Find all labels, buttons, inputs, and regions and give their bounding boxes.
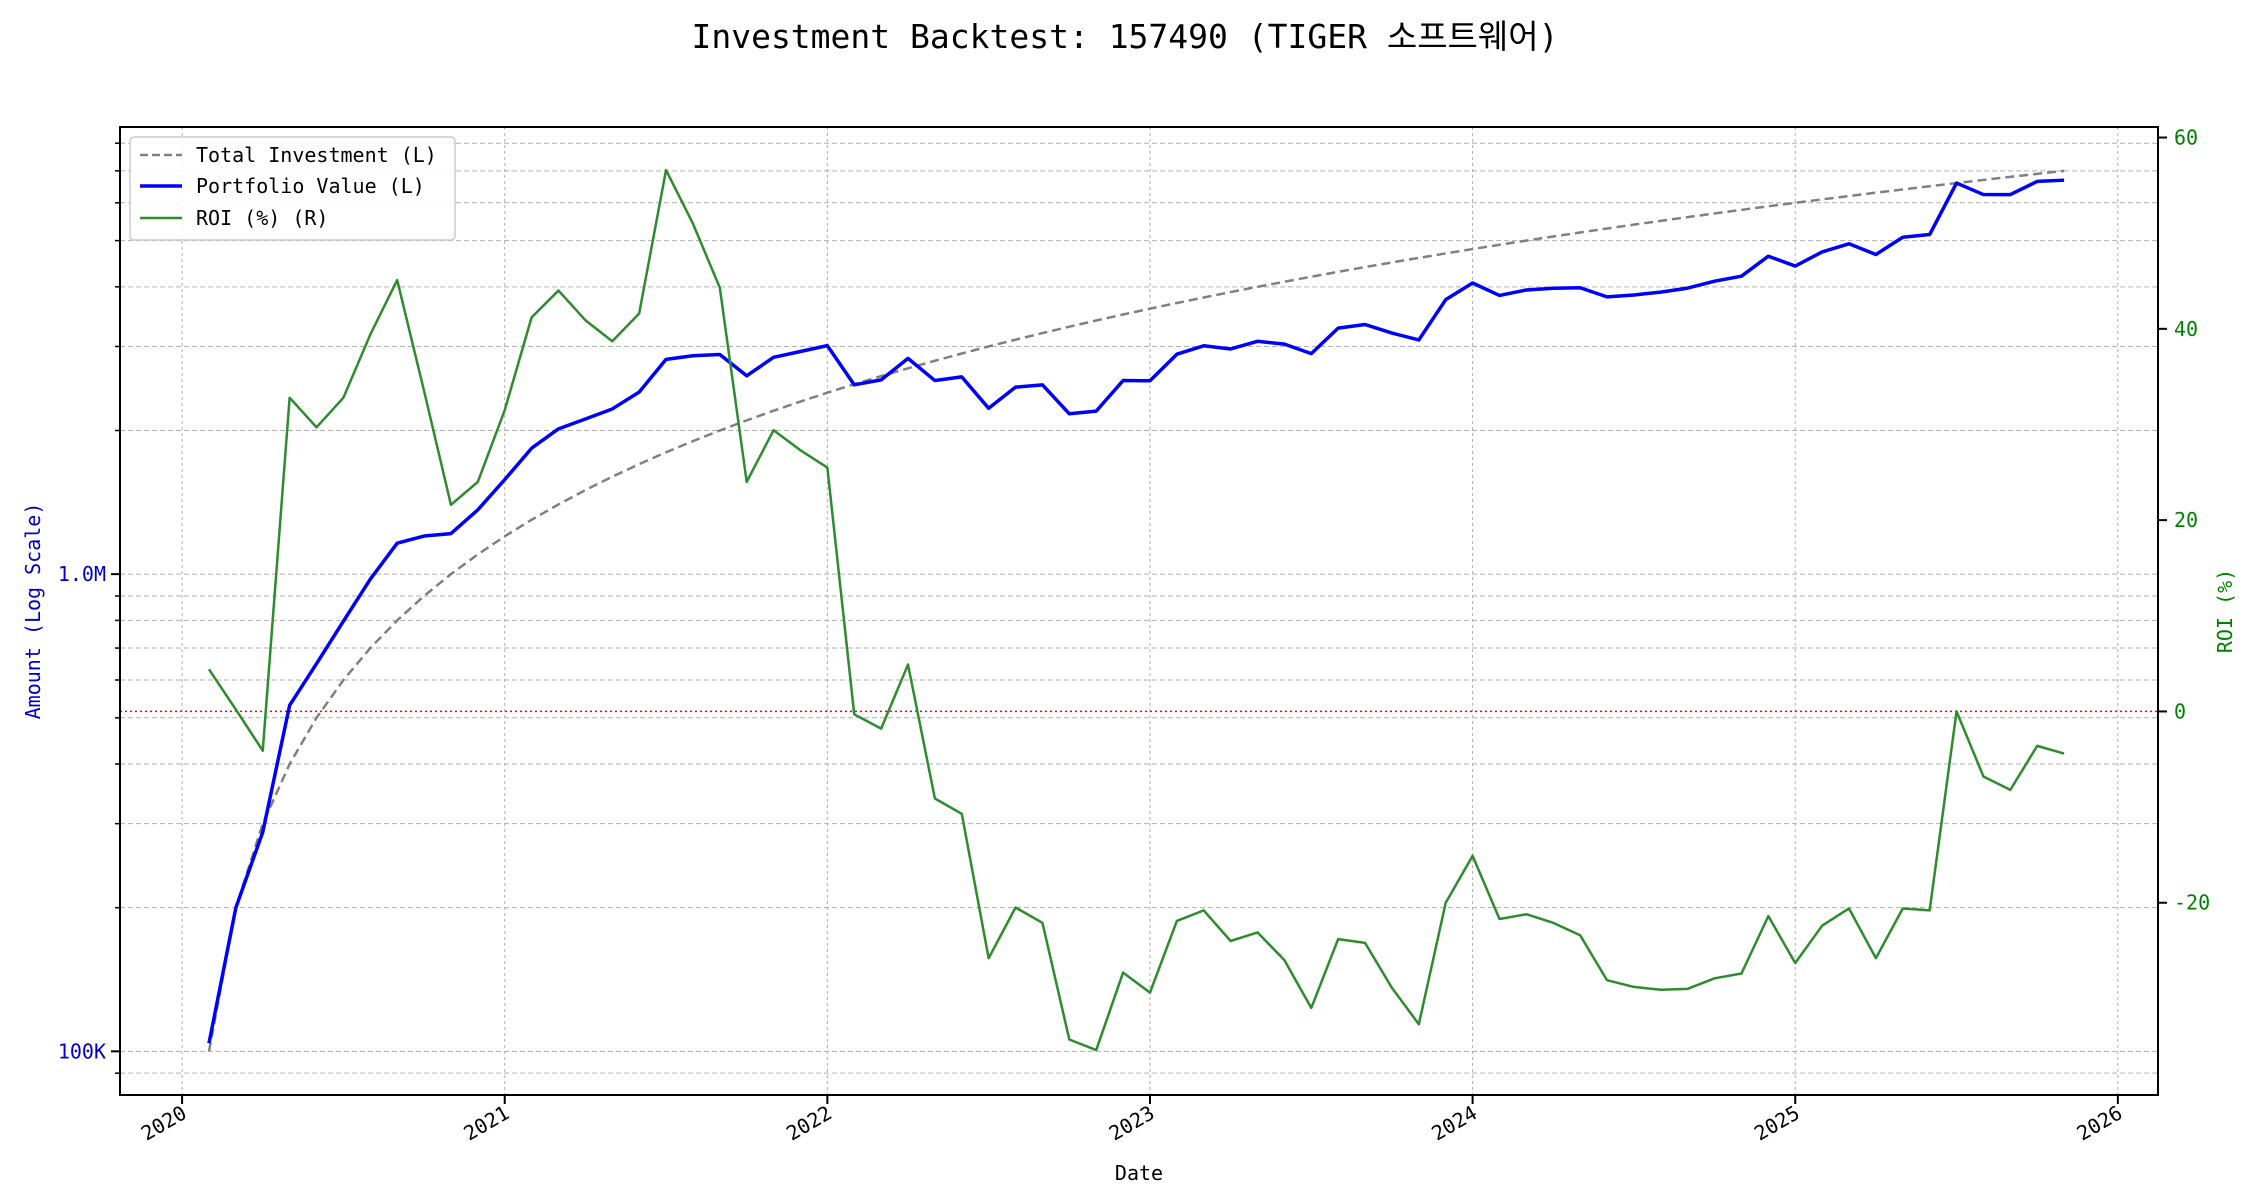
x-tick-label: 2021 bbox=[460, 1101, 514, 1146]
total-investment-line bbox=[209, 171, 2064, 1051]
y-axis-left: 100K 1.0M bbox=[58, 143, 120, 1073]
legend-label-portfolio: Portfolio Value (L) bbox=[196, 174, 425, 198]
x-axis: 2020 2021 2022 2023 2024 2025 2026 bbox=[137, 1095, 2126, 1145]
x-tick-label: 2024 bbox=[1427, 1101, 1481, 1146]
grid bbox=[120, 127, 2158, 1095]
legend: Total Investment (L) Portfolio Value (L)… bbox=[130, 137, 455, 240]
y-left-tick-label: 100K bbox=[58, 1039, 106, 1063]
x-tick-label: 2020 bbox=[137, 1101, 191, 1146]
x-axis-label: Date bbox=[1115, 1161, 1163, 1185]
y-right-tick-label: 40 bbox=[2174, 317, 2198, 341]
y-right-tick-label: 20 bbox=[2174, 508, 2198, 532]
y-axis-right-label: ROI (%) bbox=[2213, 569, 2237, 653]
legend-label-roi: ROI (%) (R) bbox=[196, 206, 328, 230]
series-layer bbox=[209, 170, 2064, 1051]
y-right-tick-label: 0 bbox=[2174, 699, 2186, 723]
y-right-tick-label: -20 bbox=[2174, 891, 2210, 915]
x-tick-label: 2022 bbox=[782, 1101, 836, 1146]
y-left-tick-label: 1.0M bbox=[58, 562, 106, 586]
y-axis-left-label: Amount (Log Scale) bbox=[21, 503, 45, 720]
plot-frame bbox=[120, 127, 2158, 1095]
y-axis-right: -20 0 20 40 60 bbox=[2158, 126, 2210, 915]
portfolio-value-line bbox=[209, 180, 2064, 1043]
roi-line bbox=[209, 170, 2064, 1050]
x-tick-label: 2025 bbox=[1750, 1101, 1804, 1146]
y-right-tick-label: 60 bbox=[2174, 126, 2198, 150]
x-tick-label: 2026 bbox=[2073, 1101, 2127, 1146]
legend-label-investment: Total Investment (L) bbox=[196, 143, 437, 167]
x-tick-label: 2023 bbox=[1105, 1101, 1159, 1146]
chart-title: Investment Backtest: 157490 (TIGER 소프트웨어… bbox=[691, 17, 1558, 56]
